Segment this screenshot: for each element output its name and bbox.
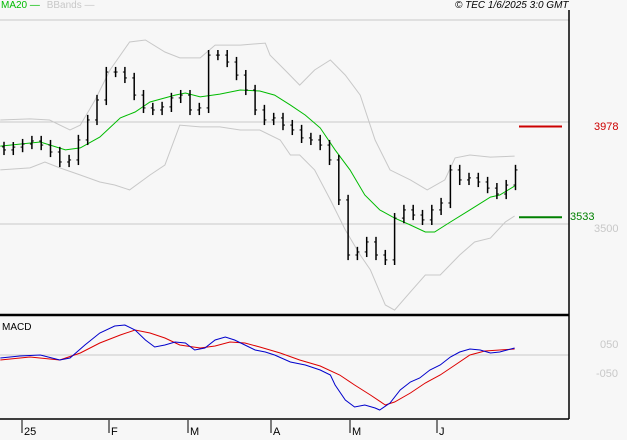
ohlc-bar	[374, 236, 378, 261]
ohlc-bar	[485, 176, 490, 194]
ohlc-bar	[513, 164, 518, 191]
ohlc-bar	[420, 209, 425, 226]
ohlc-bar	[197, 102, 202, 116]
ohlc-bar	[169, 92, 174, 113]
ohlc-bar	[271, 112, 276, 126]
ohlc-bar	[448, 164, 453, 209]
ohlc-bar	[122, 66, 127, 84]
ohlc-bar	[401, 204, 406, 224]
ohlc-bar	[188, 89, 192, 116]
ohlc-bar	[467, 172, 471, 186]
ohlc-bar	[234, 56, 239, 81]
ohlc-bar	[281, 112, 285, 131]
month-label: M	[352, 426, 362, 438]
month-label: A	[273, 426, 281, 438]
macd-signal-line	[0, 329, 515, 406]
ohlc-bar	[327, 139, 332, 166]
ma20-line	[0, 89, 515, 233]
ohlc-bar	[113, 66, 118, 78]
month-ticks	[21, 420, 438, 433]
ohlc-bar	[336, 154, 341, 206]
support-resistance-levels	[519, 125, 562, 219]
ohlc-bar	[318, 134, 323, 151]
ohlc-bar	[439, 197, 444, 216]
ohlc-bar	[20, 138, 25, 153]
month-label: F	[111, 426, 118, 438]
ohlc-bar	[299, 124, 304, 144]
ohlc-bar	[364, 236, 369, 258]
ohlc-bar	[215, 49, 220, 61]
bband-lower	[0, 124, 515, 311]
chart-frame	[0, 10, 570, 420]
ohlc-bar	[476, 172, 481, 188]
ohlc-bar	[253, 84, 258, 116]
ohlc-bar	[262, 104, 267, 126]
ohlc-bar	[160, 101, 165, 116]
macd-lines	[0, 324, 515, 411]
month-label: J	[439, 426, 445, 438]
macd-line	[0, 324, 515, 411]
ohlc-bar	[494, 182, 499, 200]
ohlc-bar	[383, 249, 388, 266]
ohlc-bar	[308, 132, 313, 146]
ohlc-bar	[67, 154, 72, 168]
ohlc-bar	[29, 135, 34, 150]
legend: MA20 — BBands —	[1, 0, 95, 12]
ohlc-bar	[392, 212, 397, 266]
ohlc-bar	[141, 89, 146, 114]
ohlc-bar	[225, 49, 230, 68]
ohlc-bar	[95, 94, 99, 126]
ohlc-bar	[457, 164, 462, 186]
ohlc-bar	[132, 72, 137, 101]
bband-upper	[0, 39, 515, 191]
month-label: M	[190, 426, 200, 438]
ohlc-bar	[150, 102, 155, 116]
ohlc-bar	[178, 89, 183, 104]
macd-tick-neg: -050	[596, 368, 619, 380]
copyright-timestamp: © TEC 1/6/2025 3:0 GMT	[455, 0, 569, 11]
ma20	[0, 89, 515, 233]
ohlc-bar	[85, 114, 90, 146]
ohlc-bar	[504, 179, 509, 200]
legend-ma20: MA20 —	[1, 0, 40, 11]
ohlc-bar	[104, 66, 109, 106]
ohlc-bar	[206, 49, 211, 114]
support-label: 3533	[570, 211, 595, 223]
macd-tick-pos: 050	[600, 339, 619, 351]
ohlc-bar	[57, 146, 62, 168]
ohlc-bar	[2, 141, 6, 156]
ohlc-bar	[76, 134, 81, 166]
bollinger-bands	[0, 39, 515, 311]
month-label: 25	[24, 426, 37, 438]
ohlc-bar	[346, 194, 351, 261]
ohlc-bar	[48, 139, 53, 158]
ohlc-bar	[411, 204, 416, 221]
price-bars	[2, 49, 518, 266]
ohlc-bar	[429, 204, 434, 226]
price-tick-3500: 3500	[594, 223, 619, 235]
legend-bbands: BBands —	[46, 0, 95, 11]
macd-title: MACD	[2, 322, 32, 333]
ohlc-bar	[290, 119, 295, 136]
ohlc-bar	[243, 69, 248, 96]
ohlc-bar	[11, 141, 16, 156]
resistance-label: 3978	[594, 121, 619, 133]
ohlc-bar	[39, 135, 44, 151]
ohlc-bar	[355, 246, 360, 261]
